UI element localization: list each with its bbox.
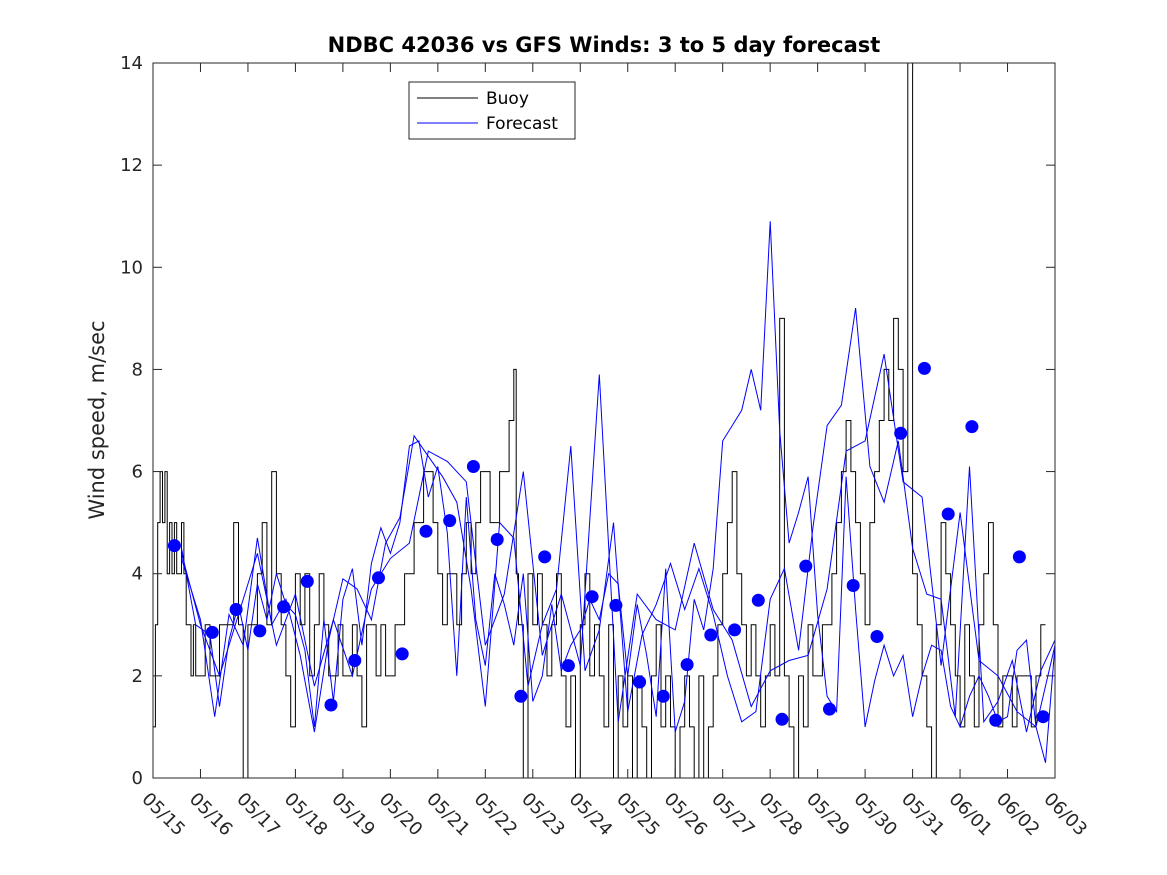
y-tick-label: 10 [120,257,143,278]
forecast-marker [348,654,362,667]
forecast-marker [561,659,575,673]
y-tick-label: 8 [132,359,143,380]
forecast-marker [633,675,647,689]
forecast-marker [466,460,480,473]
y-tick-label: 14 [120,53,143,74]
x-tick-label: 05/24 [565,789,617,841]
forecast-marker [253,624,267,638]
forecast-marker [419,524,433,538]
forecast-marker [965,420,979,434]
forecast-marker [277,600,291,614]
forecast-marker [514,689,528,703]
forecast-marker [846,579,860,592]
y-tick-label: 2 [132,666,143,687]
y-tick-label: 4 [132,564,143,585]
x-tick-label: 05/23 [517,789,569,841]
x-tick-label: 05/27 [707,789,759,841]
forecast-series-line-3 [181,353,1056,728]
x-tick-label: 05/22 [470,789,522,841]
forecast-marker [751,593,765,607]
forecast-marker [656,689,670,703]
legend: Buoy Forecast [408,81,576,140]
forecast-marker [941,507,955,521]
forecast-marker [1036,710,1050,724]
x-tick-label: 05/20 [375,789,427,841]
x-tick-label: 05/19 [327,789,379,841]
forecast-marker [300,574,314,588]
forecast-marker [823,702,836,716]
x-tick-label: 06/03 [1039,789,1091,841]
x-tick-label: 05/21 [422,789,474,841]
x-tick-label: 05/25 [612,789,664,841]
chart-title: NDBC 42036 vs GFS Winds: 3 to 5 day fore… [328,33,881,57]
marker-layer [167,361,1050,727]
forecast-marker [894,426,908,440]
forecast-marker [395,647,409,661]
forecast-marker [799,559,813,573]
legend-box [408,81,576,140]
forecast-marker [775,712,789,726]
x-tick-label: 05/29 [802,789,854,841]
forecast-marker [917,361,931,375]
forecast-marker [585,590,599,604]
forecast-marker [538,550,552,564]
x-tick-label: 05/18 [280,789,332,841]
legend-label-buoy: Buoy [486,89,529,109]
forecast-marker [324,698,338,712]
forecast-series-line-1 [181,221,1056,763]
plot-area [153,63,1055,778]
x-tick-label: 05/15 [137,789,189,841]
x-tick-label: 05/16 [185,789,237,841]
forecast-series-line-2 [181,308,1056,733]
forecast-marker [167,539,181,553]
forecast-marker [704,628,718,642]
forecast-marker [229,603,243,616]
y-tick-label: 12 [120,155,143,176]
axes-box [152,62,1056,779]
x-tick-label: 05/28 [755,789,807,841]
y-axis-label: Wind speed, m/sec [85,320,109,519]
x-tick-label: 05/30 [850,789,902,841]
x-tick-label: 05/17 [232,789,284,841]
forecast-marker [490,533,504,546]
forecast-marker [680,658,694,672]
forecast-marker [205,625,219,639]
forecast-marker [372,571,385,585]
y-tick-label: 0 [132,768,143,789]
forecast-marker [1012,550,1026,564]
y-tick-label: 6 [132,462,143,483]
x-tick-label: 06/02 [992,789,1044,841]
forecast-marker [728,623,742,637]
forecast-marker [989,713,1003,727]
legend-label-forecast: Forecast [486,114,558,134]
x-tick-label: 06/01 [945,789,997,841]
buoy-series-line [153,62,1046,779]
series-layer [153,62,1056,779]
forecast-marker [609,598,623,612]
x-tick-label: 05/26 [660,789,712,841]
forecast-marker [443,514,457,528]
forecast-marker [870,630,884,643]
x-tick-label: 05/31 [897,789,949,841]
